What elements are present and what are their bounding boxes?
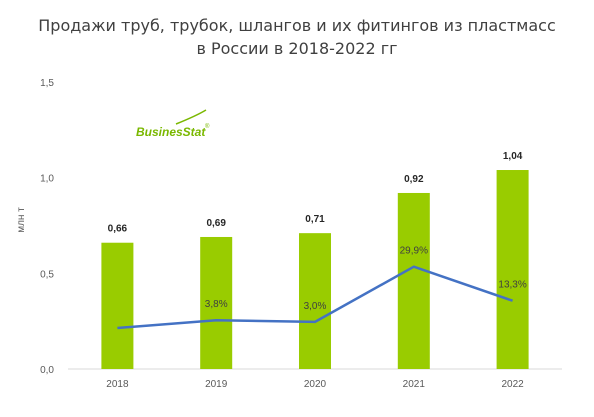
bar <box>496 170 529 369</box>
chart-title-line-1: Продажи труб, трубок, шлангов и их фитин… <box>38 16 556 35</box>
chart-title: Продажи труб, трубок, шлангов и их фитин… <box>0 14 594 60</box>
y-tick-label: 0,0 <box>40 365 54 376</box>
bar-value-label: 0,92 <box>404 174 424 185</box>
bar <box>200 236 233 369</box>
growth-label: 29,9% <box>400 246 428 257</box>
x-axis: 2018 2019 2020 2021 2022 <box>106 379 524 390</box>
businesstat-logo: BusinesStat ® <box>136 109 210 139</box>
bar <box>101 242 134 369</box>
x-tick-label: 2022 <box>501 379 524 390</box>
y-tick-label: 0,5 <box>40 269 54 280</box>
y-axis-label: млн т <box>16 207 27 233</box>
bar <box>299 233 331 369</box>
bar-value-label: 0,66 <box>108 224 128 235</box>
x-tick-label: 2020 <box>304 379 327 390</box>
y-tick-label: 1,5 <box>40 78 54 89</box>
logo-registered-mark: ® <box>205 123 210 130</box>
bar-value-label: 1,04 <box>503 151 523 162</box>
x-tick-label: 2019 <box>205 379 228 390</box>
x-tick-label: 2021 <box>403 379 426 390</box>
bar-series <box>101 170 529 369</box>
y-axis: 0,0 0,5 1,0 1,5 <box>40 78 54 376</box>
logo-swoosh-icon <box>175 109 207 125</box>
growth-line <box>117 265 514 330</box>
line-series: 3,8% 3,0% 29,9% 13,3% <box>117 246 527 330</box>
bar <box>397 192 430 369</box>
bar-value-labels: 0,66 0,69 0,71 0,92 1,04 <box>108 151 523 235</box>
growth-label: 3,0% <box>304 301 327 312</box>
bar-value-label: 0,71 <box>305 214 325 225</box>
x-tick-label: 2018 <box>106 379 129 390</box>
growth-label: 3,8% <box>205 299 228 310</box>
bar-value-label: 0,69 <box>206 218 226 229</box>
growth-label: 13,3% <box>498 280 526 291</box>
y-tick-label: 1,0 <box>40 174 54 185</box>
logo-text: BusinesStat <box>136 125 206 139</box>
chart-title-line-2: в России в 2018-2022 гг <box>196 39 398 58</box>
